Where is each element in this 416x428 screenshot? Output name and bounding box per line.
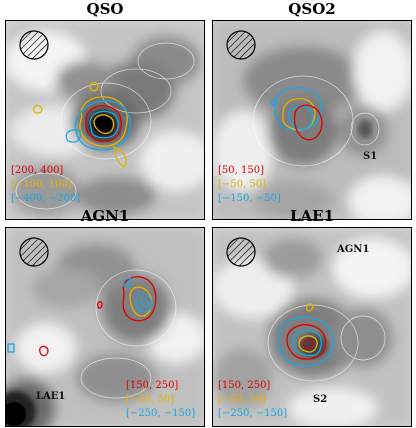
source-label-s2: S2 [313, 394, 328, 405]
range-red: [150, 250] [126, 380, 179, 391]
panel-lae1: AGN1 S2 [150, 250] [−50, 50] [−250, −150… [212, 227, 412, 427]
qso2-map [213, 21, 411, 219]
agn1-map [6, 228, 204, 426]
panel-agn1: LAE1 [150, 250] [−50, 50] [−250, −150] [5, 227, 205, 427]
panel-title-qso: QSO [86, 0, 124, 18]
range-cyan: [−250, −150] [218, 408, 288, 419]
source-label-s1: S1 [363, 151, 378, 162]
panel-qso: [200, 400] [−100, 100] [−400, −200] [5, 20, 205, 220]
panel-title-agn1: AGN1 [80, 207, 130, 225]
range-yellow: [−50, 50] [126, 394, 174, 405]
range-cyan: [−250, −150] [126, 408, 196, 419]
range-yellow: [−100, 100] [11, 179, 72, 190]
range-yellow: [−50, 50] [218, 394, 266, 405]
source-label-lae1: LAE1 [36, 391, 66, 402]
beam-icon [226, 237, 256, 267]
range-red: [150, 250] [218, 380, 271, 391]
beam-icon [19, 30, 49, 60]
range-red: [200, 400] [11, 165, 64, 176]
range-cyan: [−150, −50] [218, 193, 281, 204]
beam-icon [226, 30, 256, 60]
range-yellow: [−50, 50] [218, 179, 266, 190]
source-label-agn1: AGN1 [337, 244, 370, 255]
qso-map [6, 21, 204, 219]
panel-title-lae1: LAE1 [289, 207, 335, 225]
beam-icon [19, 237, 49, 267]
lae1-map [213, 228, 411, 426]
panel-title-qso2: QSO2 [288, 0, 336, 18]
range-cyan: [−400, −200] [11, 193, 81, 204]
range-red: [50, 150] [218, 165, 264, 176]
panel-qso2: S1 [50, 150] [−50, 50] [−150, −50] [212, 20, 412, 220]
